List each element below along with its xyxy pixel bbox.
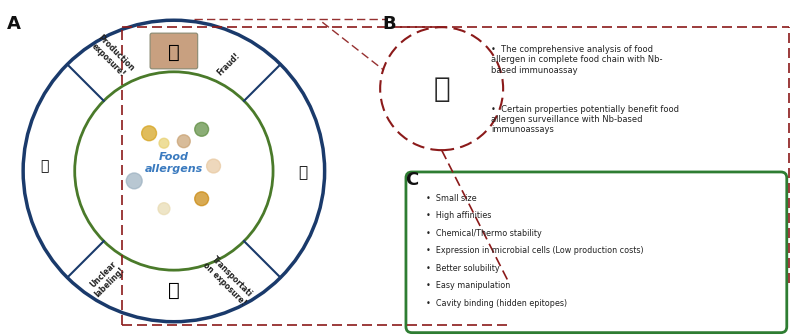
Text: Food
allergens: Food allergens [145,152,203,174]
Text: •  High affinities: • High affinities [426,211,491,220]
Text: Fraud!: Fraud! [215,51,242,77]
FancyBboxPatch shape [406,172,786,333]
Circle shape [178,135,190,148]
FancyBboxPatch shape [150,33,198,69]
Text: Unclear
labeling!: Unclear labeling! [86,258,127,299]
Text: •  Cavity binding (hidden epitopes): • Cavity binding (hidden epitopes) [426,298,567,307]
Text: •  Certain properties potentially benefit food
allergen surveillance with Nb-bas: • Certain properties potentially benefit… [491,104,679,134]
Circle shape [206,159,221,173]
Text: •  Easy manipulation: • Easy manipulation [426,281,510,290]
Text: •  Expression in microbial cells (Low production costs): • Expression in microbial cells (Low pro… [426,246,643,255]
Circle shape [194,122,209,136]
Text: 🧬: 🧬 [434,75,450,103]
Text: B: B [382,15,396,33]
Text: Production
exposure!: Production exposure! [89,33,136,81]
Circle shape [194,192,209,206]
Text: 🏭: 🏭 [168,42,180,61]
Circle shape [158,203,170,215]
Text: •  Better solubility: • Better solubility [426,264,499,272]
Text: Transportati
on exposure!: Transportati on exposure! [202,253,255,307]
Text: A: A [7,15,21,33]
Circle shape [142,126,157,141]
Text: C: C [405,171,418,189]
Text: •  Chemical/Thermo stability: • Chemical/Thermo stability [426,229,542,238]
Text: 📦: 📦 [41,159,49,173]
Text: •  Small size: • Small size [426,194,477,203]
Text: •  The comprehensive analysis of food
allergen in complete food chain with Nb-
b: • The comprehensive analysis of food all… [491,45,662,75]
Text: 🚛: 🚛 [168,281,180,299]
Text: 🧃: 🧃 [298,165,307,180]
Circle shape [159,138,169,148]
Circle shape [126,173,142,189]
